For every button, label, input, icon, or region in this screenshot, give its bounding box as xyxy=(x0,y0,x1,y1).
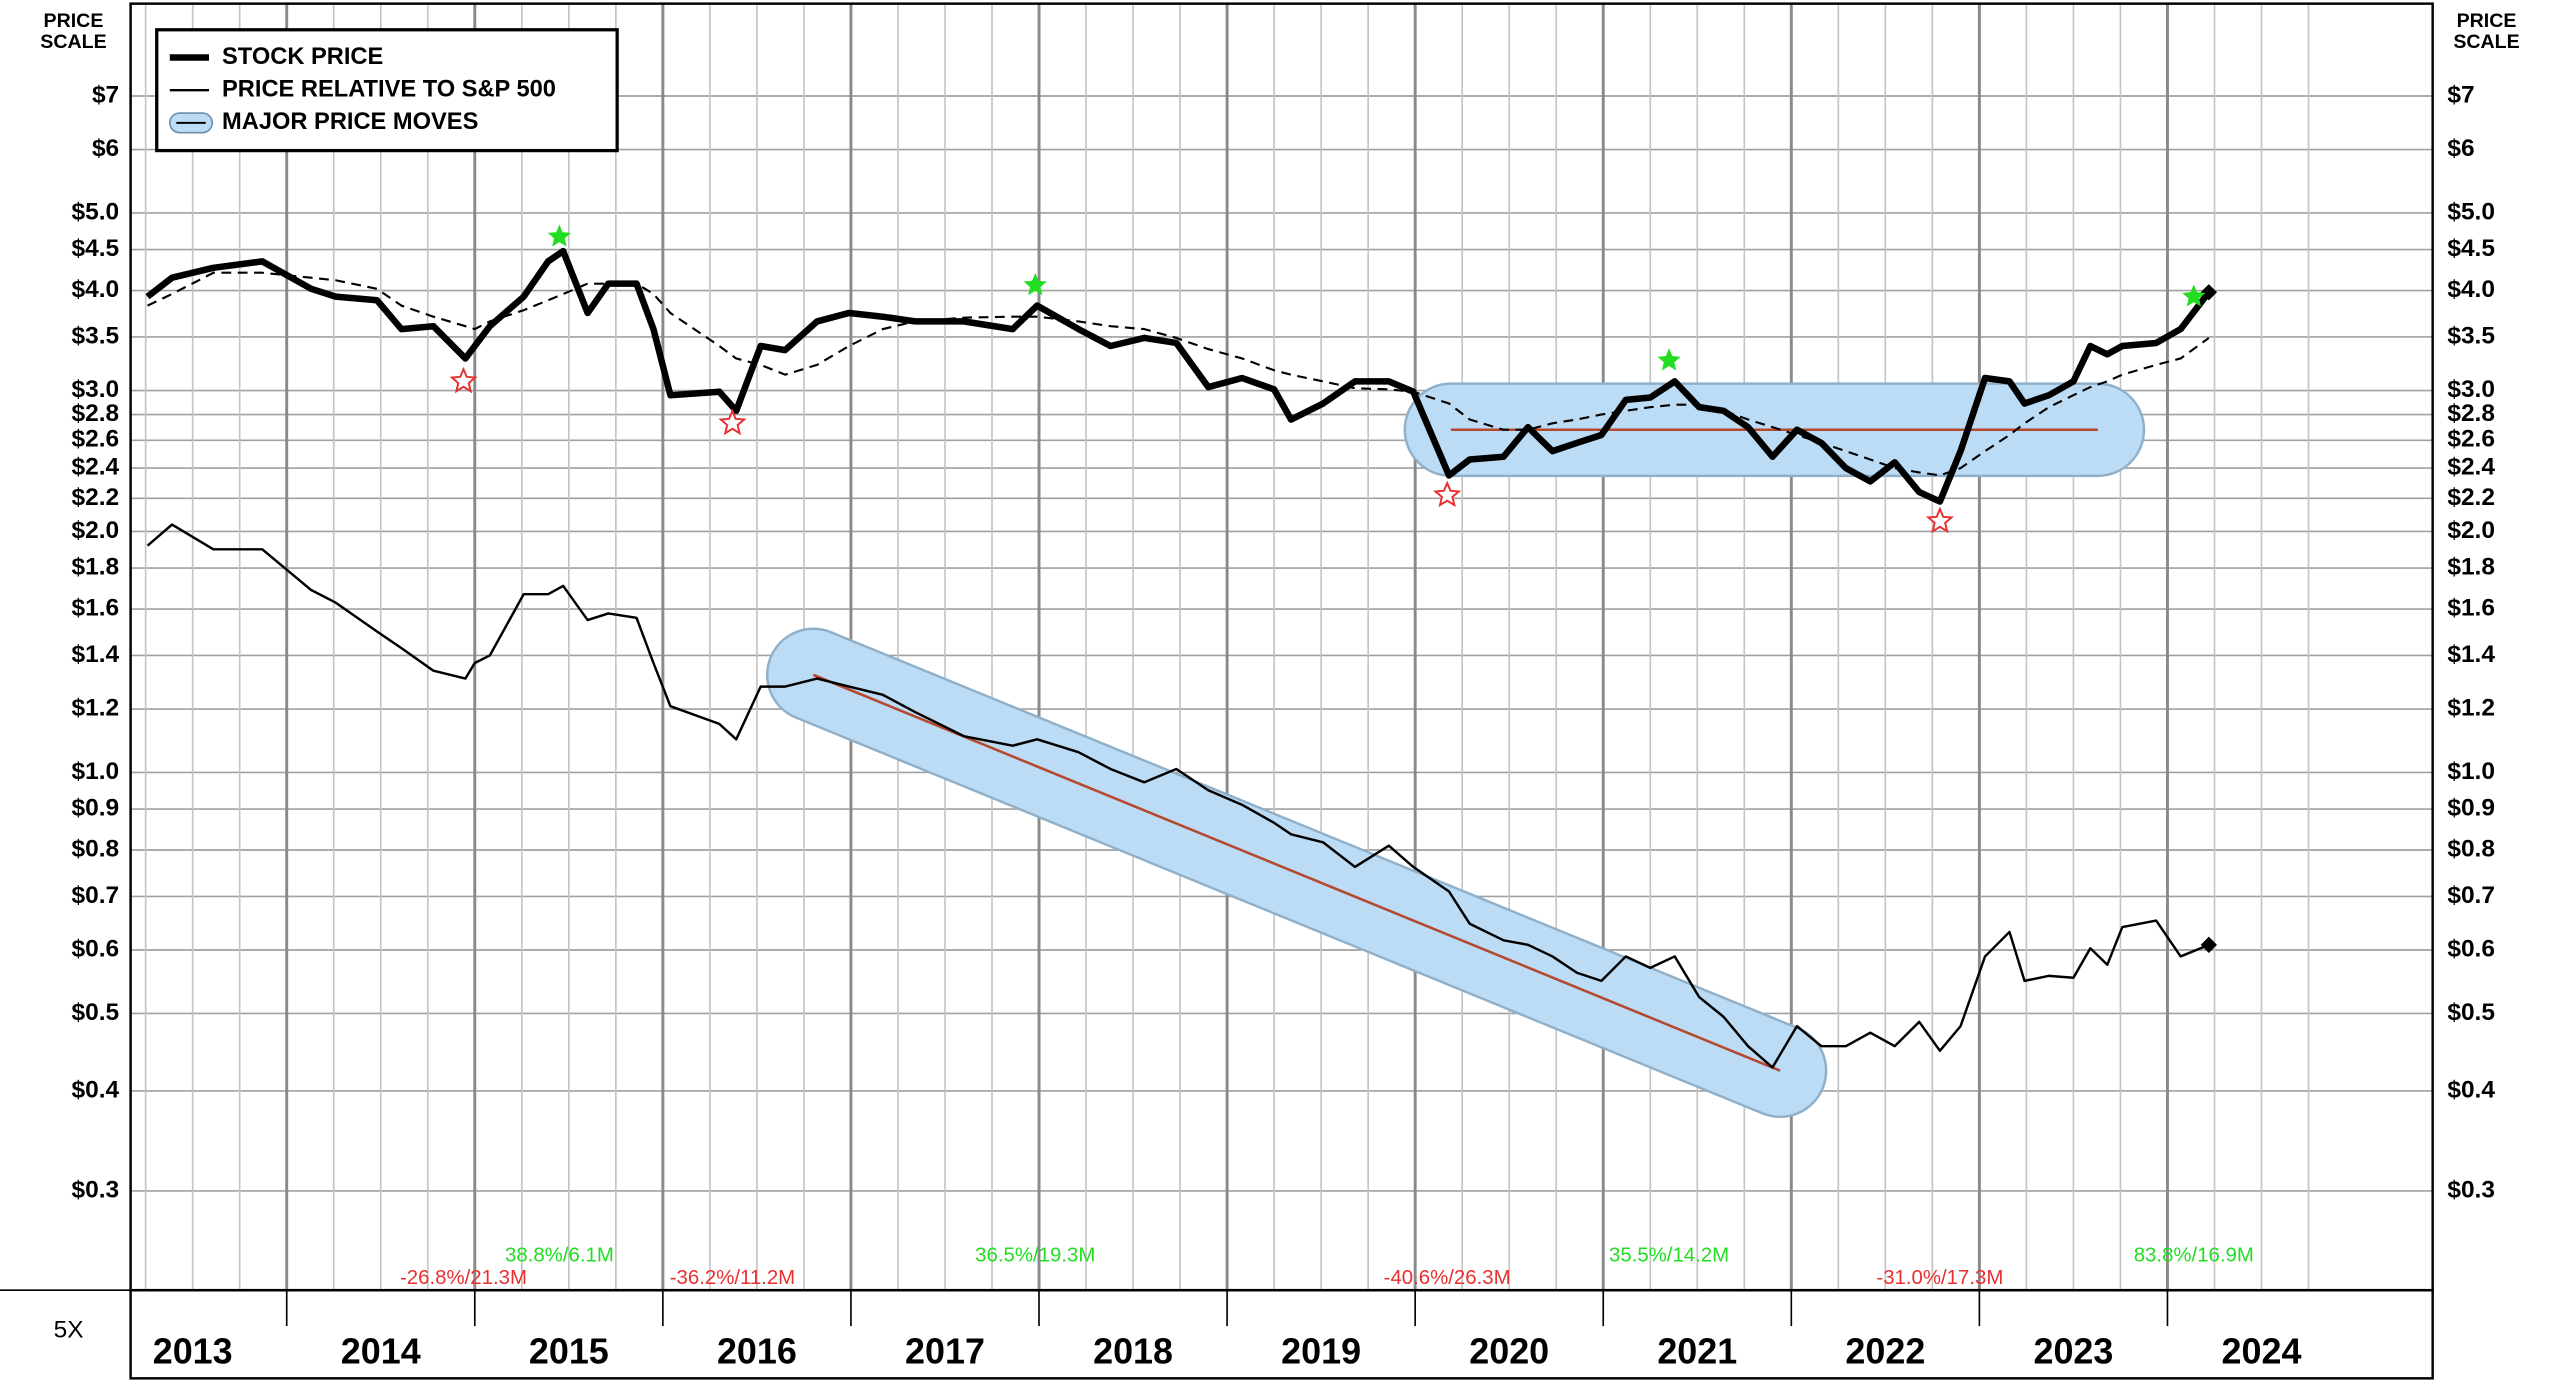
y-tick-label: $3.0 xyxy=(2447,376,2495,403)
price-scale-label: PRICE xyxy=(44,10,104,32)
y-tick-label: $0.7 xyxy=(2447,882,2495,909)
y-tick-label: $2.8 xyxy=(72,400,120,427)
star-marker xyxy=(1023,273,1047,296)
y-tick-label: $0.8 xyxy=(72,835,120,862)
y-tick-label: $1.2 xyxy=(72,695,120,722)
major-price-moves xyxy=(765,382,2146,1119)
y-tick-label: $4.0 xyxy=(72,276,120,303)
x-tick-label: 2020 xyxy=(1469,1330,1549,1371)
y-tick-label: $1.8 xyxy=(2447,554,2495,581)
price-scale-label: SCALE xyxy=(40,31,106,53)
y-tick-label: $3.0 xyxy=(72,376,120,403)
x-tick-label: 2021 xyxy=(1657,1330,1737,1371)
legend-label: STOCK PRICE xyxy=(222,44,383,70)
star-marker xyxy=(1432,480,1462,508)
frame: 2013 2014 2015 2016 2017 2018 2019 2020 2021 2022… xyxy=(0,2,2434,1380)
move-label: -26.8%/21.3M xyxy=(400,1267,527,1289)
x-tick-label: 2015 xyxy=(529,1330,609,1371)
y-tick-label: $0.5 xyxy=(72,999,120,1026)
y-tick-label: $6 xyxy=(2447,135,2474,162)
x-tick-label: 2016 xyxy=(717,1330,797,1371)
y-tick-label: $0.4 xyxy=(72,1076,120,1103)
x-tick-label: 2019 xyxy=(1281,1330,1361,1371)
series-line xyxy=(147,271,2210,477)
y-tick-label: $1.6 xyxy=(72,595,120,622)
y-tick-label: $7 xyxy=(2447,81,2474,108)
grid: $7 $7 $6 $6 $5.0 $5.0 $4.5 $4.5 $4.0 $4.0 $3.5 $3.5… xyxy=(72,3,2495,1291)
y-tick-label: $2.0 xyxy=(2447,517,2495,544)
y-tick-label: $4.5 xyxy=(2447,235,2495,262)
x-tick-label: 2017 xyxy=(905,1330,985,1371)
move-label: 38.8%/6.1M xyxy=(505,1244,614,1266)
legend-label: PRICE RELATIVE TO S&P 500 xyxy=(222,76,556,102)
price-scale-label: PRICE xyxy=(2457,10,2517,32)
y-tick-label: $1.6 xyxy=(2447,595,2495,622)
x-tick-label: 2014 xyxy=(341,1330,421,1371)
x-tick-label: 2018 xyxy=(1093,1330,1173,1371)
y-tick-label: $0.6 xyxy=(72,935,120,962)
series-line xyxy=(146,523,2210,1069)
y-tick-label: $1.4 xyxy=(2447,641,2495,668)
series-lines xyxy=(145,247,2212,1069)
y-tick-label: $5.0 xyxy=(72,198,120,225)
y-tick-label: $0.4 xyxy=(2447,1076,2495,1103)
y-tick-label: $7 xyxy=(92,81,119,108)
move-label: -36.2%/11.2M xyxy=(670,1267,795,1289)
axis-strip xyxy=(129,1288,2434,1380)
y-tick-label: $2.4 xyxy=(2447,454,2495,481)
y-tick-label: $6 xyxy=(92,135,119,162)
y-tick-label: $0.9 xyxy=(2447,795,2495,822)
y-tick-label: $1.4 xyxy=(72,641,120,668)
move-label: 35.5%/14.2M xyxy=(1609,1244,1729,1266)
y-tick-label: $2.6 xyxy=(2447,426,2495,453)
series-line xyxy=(145,247,2212,505)
star-marker xyxy=(1657,348,1681,371)
y-tick-label: $0.6 xyxy=(2447,935,2495,962)
legend-label: MAJOR PRICE MOVES xyxy=(222,109,478,135)
y-tick-label: $0.3 xyxy=(2447,1176,2495,1203)
legend: STOCK PRICE PRICE RELATIVE TO S&P 500 MAJO… xyxy=(155,28,619,153)
y-tick-label: $0.9 xyxy=(72,795,120,822)
y-tick-label: $2.2 xyxy=(72,484,120,511)
y-tick-label: $4.5 xyxy=(72,235,120,262)
move-label: 83.8%/16.9M xyxy=(2134,1244,2254,1266)
move-label: -40.6%/26.3M xyxy=(1384,1267,1511,1289)
star-marker xyxy=(547,224,572,247)
y-tick-label: $0.3 xyxy=(72,1176,120,1203)
y-tick-label: $2.4 xyxy=(72,454,120,481)
y-tick-label: $2.0 xyxy=(72,517,120,544)
y-tick-label: $0.7 xyxy=(72,882,120,909)
y-tick-label: $2.2 xyxy=(2447,484,2495,511)
x-tick-label: 2022 xyxy=(1845,1330,1925,1371)
y-tick-label: $0.8 xyxy=(2447,835,2495,862)
star-marker xyxy=(1925,506,1954,534)
y-tick-label: $5.0 xyxy=(2447,198,2495,225)
x-tick-label: 2024 xyxy=(2222,1330,2302,1371)
y-tick-label: $3.5 xyxy=(2447,322,2495,349)
star-marker xyxy=(718,408,747,436)
legend-box xyxy=(155,28,619,153)
y-tick-label: $1.0 xyxy=(72,758,120,785)
y-tick-label: $3.5 xyxy=(72,322,120,349)
move-line xyxy=(812,673,1781,1072)
move-label: -31.0%/17.3M xyxy=(1876,1267,2003,1289)
y-tick-label: $1.8 xyxy=(72,554,120,581)
y-tick-label: $1.0 xyxy=(2447,758,2495,785)
y-tick-label: $1.2 xyxy=(2447,695,2495,722)
y-tick-label: $4.0 xyxy=(2447,276,2495,303)
move-label: 36.5%/19.3M xyxy=(975,1244,1095,1266)
scale-factor-label: 5X xyxy=(54,1316,84,1343)
star-marker xyxy=(2182,284,2206,307)
y-tick-label: $0.5 xyxy=(2447,999,2495,1026)
price-scale-label: SCALE xyxy=(2453,31,2519,53)
x-tick-label: 2013 xyxy=(153,1330,233,1371)
y-tick-label: $2.6 xyxy=(72,426,120,453)
x-tick-label: 2023 xyxy=(2033,1330,2113,1371)
star-marker xyxy=(449,366,478,394)
y-tick-label: $2.8 xyxy=(2447,400,2495,427)
